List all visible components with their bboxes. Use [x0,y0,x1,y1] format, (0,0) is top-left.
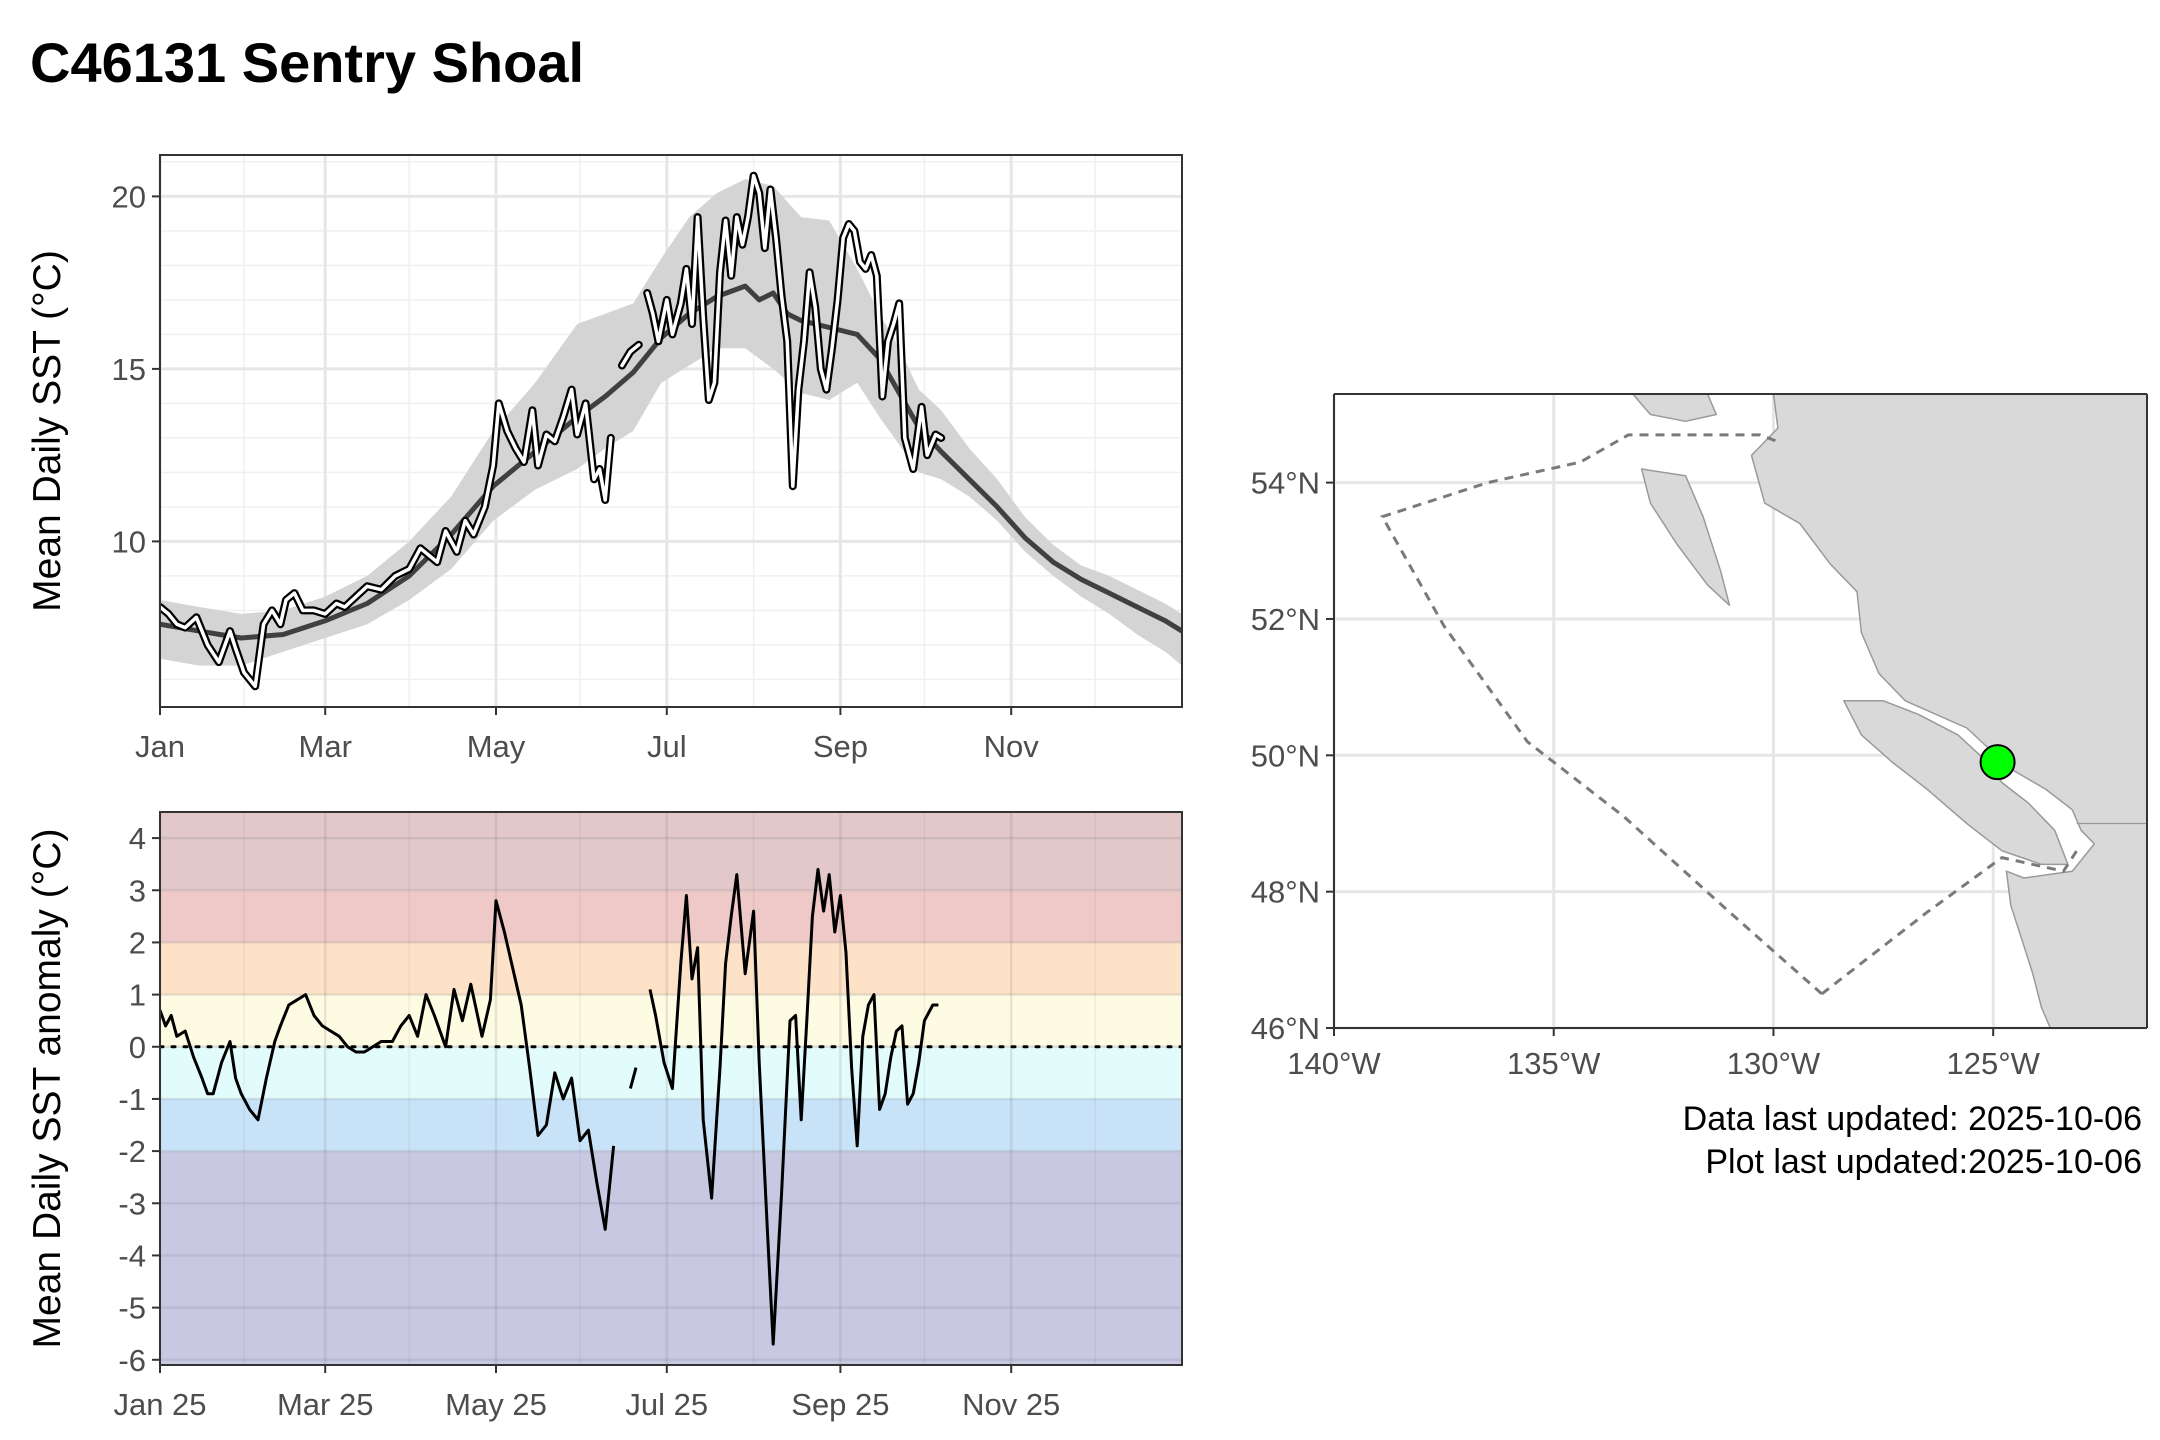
plot-border [159,154,1183,708]
lon-tick-label: 130°W [1727,1046,1821,1081]
y-tick-label: 10 [112,524,146,559]
x-tick-label: Mar [299,729,352,764]
y-tick-label: -4 [118,1238,146,1273]
lon-tick-label: 140°W [1287,1046,1381,1081]
lat-tick-label: 54°N [1251,466,1320,501]
y-tick-label: -5 [118,1291,146,1326]
x-tick-label: Jan 25 [113,1387,206,1422]
sst-panel: 10 15 20 Jan Mar May Jul Sep Nov Mean Daily SST (… [26,154,1183,764]
y-tick-label: 3 [129,873,146,908]
anomaly-line [628,1067,638,1089]
alaska-islands [1632,394,1718,423]
x-tick-label: Nov 25 [962,1387,1060,1422]
lat-tick-label: 52°N [1251,602,1320,637]
observed-line [620,343,641,368]
climatology-range-band [160,179,1182,666]
y-axis-label: Mean Daily SST (°C) [26,250,69,612]
plot-area [160,867,1182,1346]
y-tick-label: -6 [118,1343,146,1378]
y-tick-label: 2 [129,925,146,960]
lon-tick-label: 135°W [1507,1046,1601,1081]
y-tick-label: 0 [129,1030,146,1065]
anomaly-panel: -6 -5 -4 -3 -2 -1 0 1 2 3 4 Jan 25 Mar 25 May 25 Jul 2… [26,811,1183,1422]
x-tick-label: Mar 25 [277,1387,373,1422]
y-tick-label: -1 [118,1082,146,1117]
vancouver-island [1843,700,2069,866]
plot-updated-label: Plot last updated:2025-10-06 [1705,1143,2142,1181]
map-panel: 46°N 48°N 50°N 52°N 54°N 140°W 135°W 130°W 125°W [1251,393,2148,1081]
anomaly-line [648,867,939,1346]
x-tick-label: Sep [813,729,868,764]
anomaly-band [160,812,1182,891]
anomaly-band [160,890,1182,943]
x-tick-label: Jul 25 [625,1387,708,1422]
anomaly-band [160,942,1182,995]
lat-tick-label: 50°N [1251,738,1320,773]
plot-border [159,811,1183,1366]
map-area [1380,394,2147,1028]
observed-line [160,387,613,689]
eez-boundary-south [1820,849,2078,996]
anomaly-band [160,1046,1182,1099]
anomaly-band [160,1098,1182,1152]
y-tick-label: 15 [112,352,146,387]
y-tick-label: -2 [118,1134,146,1169]
anomaly-band [160,994,1182,1047]
y-tick-label: 4 [129,821,146,856]
station-marker [1979,744,2016,781]
x-tick-label: Nov [984,729,1040,764]
plot-area [160,171,1182,691]
y-tick-label: 20 [112,179,146,214]
lon-tick-label: 125°W [1946,1046,2040,1081]
x-tick-label: Jul [647,729,687,764]
y-tick-label: 1 [129,978,146,1013]
anomaly-band [160,1151,1182,1365]
lat-tick-label: 46°N [1251,1011,1320,1046]
lat-tick-label: 48°N [1251,875,1320,910]
x-tick-label: May [467,729,526,764]
anomaly-line [160,899,616,1231]
x-tick-label: Sep 25 [791,1387,889,1422]
observed-line [645,173,943,488]
page-title: C46131 Sentry Shoal [30,31,585,94]
x-tick-label: May 25 [445,1387,547,1422]
haida-gwaii [1640,468,1731,607]
data-updated-label: Data last updated: 2025-10-06 [1682,1100,2142,1138]
y-axis-label: Mean Daily SST anomaly (°C) [26,829,69,1349]
climatology-mean-line [160,283,1182,641]
x-tick-label: Jan [135,729,185,764]
y-tick-label: -3 [118,1186,146,1221]
